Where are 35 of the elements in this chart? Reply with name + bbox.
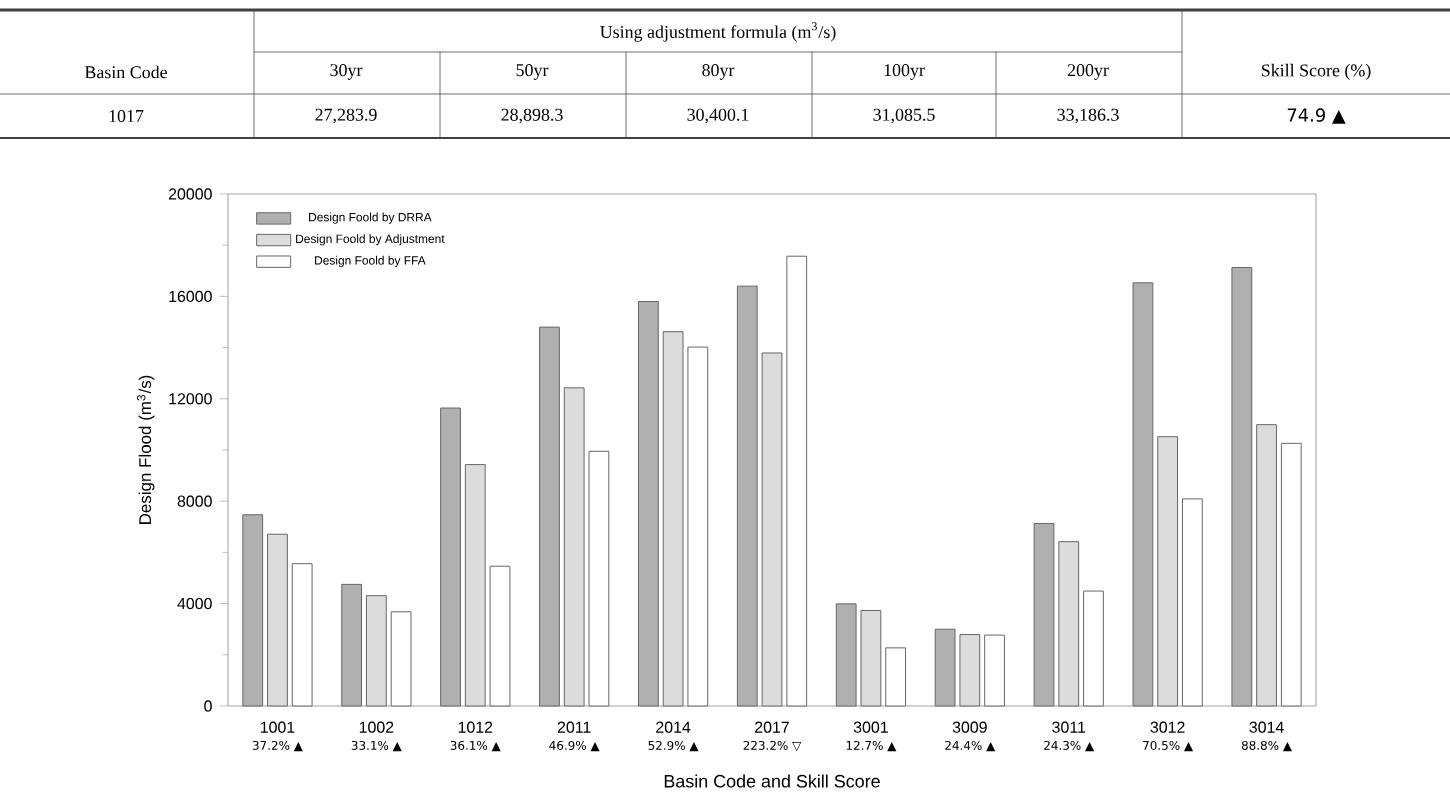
text: 50yr xyxy=(516,64,549,80)
y-axis-title: Design Flood (m$^{3}$/s) xyxy=(137,375,155,524)
text: 33,186.3 xyxy=(1057,108,1119,124)
bar xyxy=(341,583,363,707)
bar xyxy=(1181,498,1203,707)
text: 200yr xyxy=(1067,64,1109,80)
bar xyxy=(1157,436,1179,707)
bar xyxy=(539,326,560,707)
bar xyxy=(242,514,264,707)
bar xyxy=(1256,424,1277,707)
x-axis-title: Basin Code and Skill Score xyxy=(664,774,880,788)
text: 30,400.1 xyxy=(687,108,749,124)
text: 100yr xyxy=(884,64,925,80)
bar xyxy=(885,647,907,707)
bar xyxy=(1280,442,1302,707)
bar xyxy=(365,595,387,707)
bar xyxy=(291,563,313,707)
bar xyxy=(390,611,412,707)
bar xyxy=(267,533,288,707)
bar xyxy=(440,407,461,707)
text: 31,085.5 xyxy=(873,108,935,124)
text: 1017 xyxy=(109,109,144,123)
text: 28,898.3 xyxy=(501,108,563,124)
bar xyxy=(637,301,659,707)
text: 74.9 ▲ xyxy=(1287,108,1346,124)
bar xyxy=(1231,266,1253,707)
text: 27,283.9 xyxy=(315,108,377,124)
text: Using adjustment formula (m$^{3}$/s) xyxy=(600,22,836,42)
bar xyxy=(1083,590,1104,707)
text: 30yr xyxy=(330,64,363,80)
text: Skill Score (%) xyxy=(1261,63,1371,81)
bar xyxy=(1132,282,1154,707)
text: Basin Code xyxy=(84,65,167,79)
bar xyxy=(984,634,1005,707)
text: 80yr xyxy=(702,64,735,80)
